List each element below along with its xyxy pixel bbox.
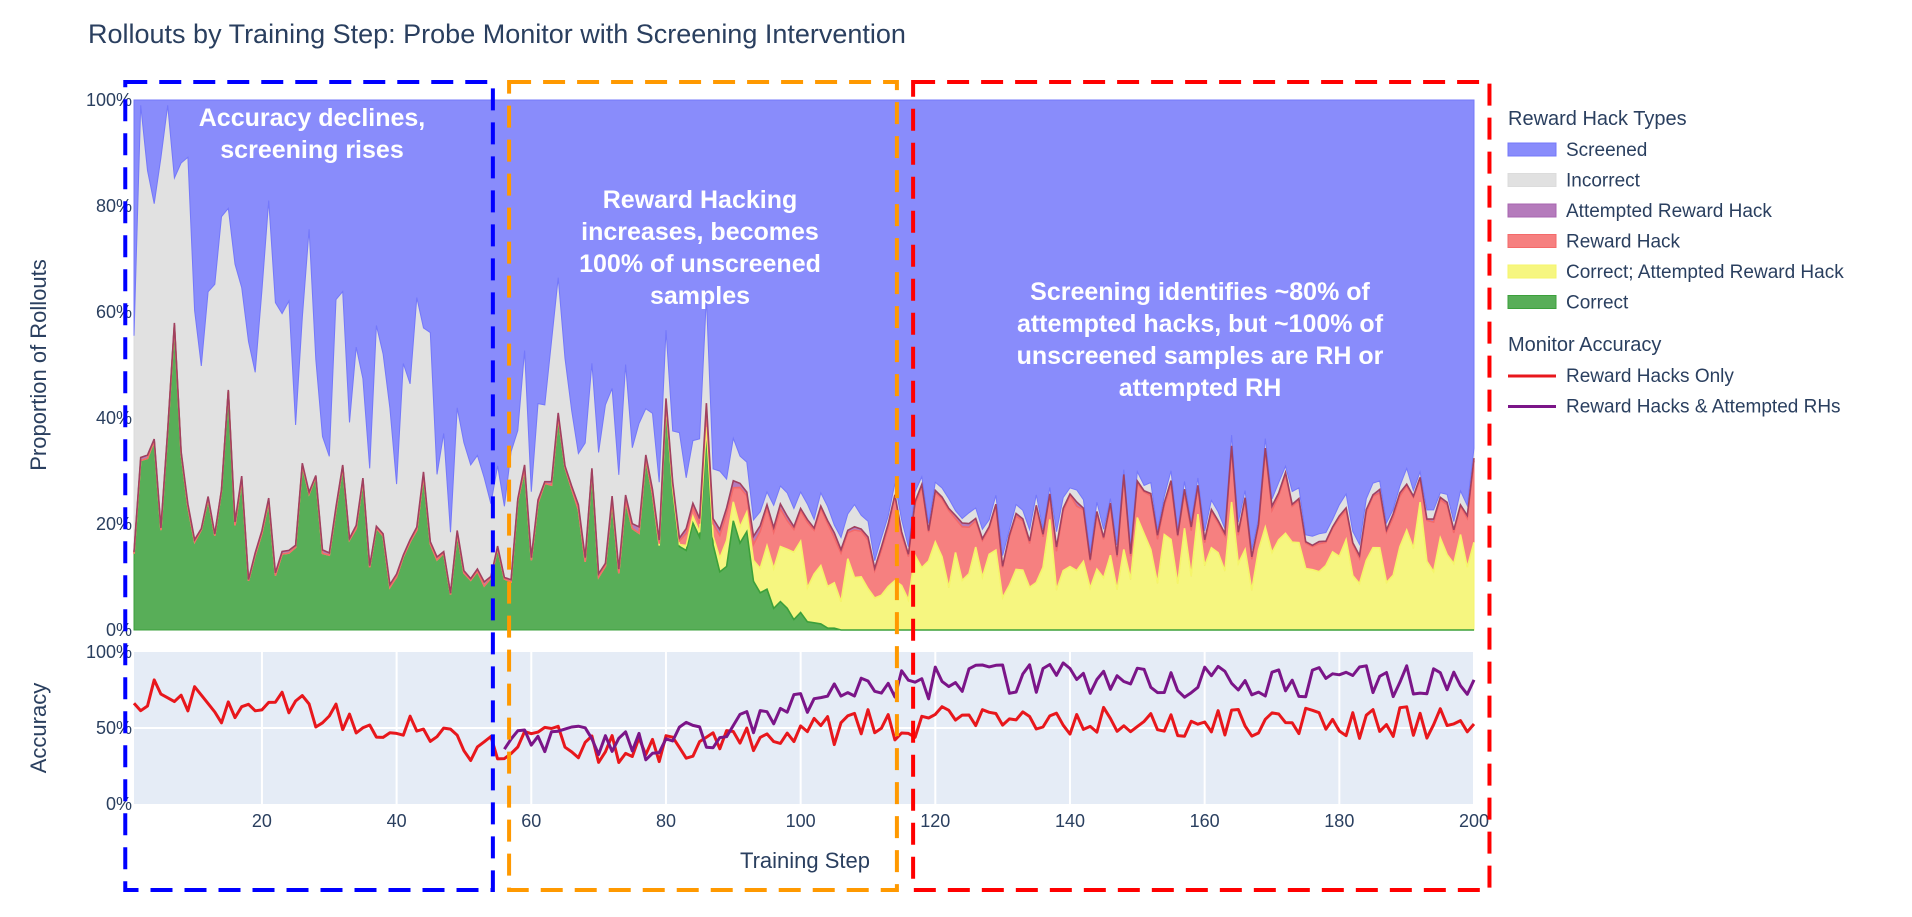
legend-swatch bbox=[1507, 142, 1557, 157]
x-tick-label: 80 bbox=[656, 811, 676, 831]
chart-title: Rollouts by Training Step: Probe Monitor… bbox=[88, 19, 906, 49]
legend-swatch bbox=[1507, 203, 1557, 218]
phase-box-3 bbox=[911, 80, 1492, 892]
legend-swatch bbox=[1507, 234, 1557, 248]
legend-label: Reward Hacks & Attempted RHs bbox=[1566, 397, 1841, 418]
phase-annotation-line: screening rises bbox=[220, 136, 403, 164]
legend-item[interactable]: Reward Hacks & Attempted RHs bbox=[1508, 397, 1841, 418]
bottom-y-tick-label: 0% bbox=[106, 794, 132, 814]
legend-item[interactable]: Correct bbox=[1507, 293, 1629, 314]
line-rh_attempted bbox=[503, 661, 1476, 762]
axes: 0%20%40%60%80%100%0%50%100%20 40 60 80 100 12… bbox=[26, 90, 1489, 873]
x-tick-label: 180 bbox=[1324, 811, 1354, 831]
legend-item[interactable]: Attempted Reward Hack bbox=[1507, 201, 1772, 222]
x-tick-label: 40 bbox=[387, 811, 407, 831]
line-rh_only bbox=[132, 678, 1476, 764]
accuracy-lines-group bbox=[132, 661, 1476, 764]
phase-box-2 bbox=[507, 80, 899, 892]
x-tick-label: 100 bbox=[786, 811, 816, 831]
area-screened bbox=[133, 99, 1475, 561]
phase-box-1 bbox=[123, 80, 495, 892]
top-y-axis-title: Proportion of Rollouts bbox=[26, 259, 51, 471]
phase-annotation-line: attempted hacks, but ~100% of bbox=[1017, 310, 1384, 338]
legend-item[interactable]: Reward Hack bbox=[1507, 232, 1681, 253]
area-edge-attempted_rh bbox=[133, 322, 1475, 594]
legend-group-title: Monitor Accuracy bbox=[1508, 334, 1661, 356]
x-axis-title: Training Step bbox=[740, 848, 870, 873]
x-tick-label: 120 bbox=[920, 811, 950, 831]
x-tick-label: 20 bbox=[252, 811, 272, 831]
legend-item[interactable]: Reward Hacks Only bbox=[1508, 366, 1734, 387]
bottom-y-tick-label: 50% bbox=[96, 718, 132, 738]
top-y-tick-label: 0% bbox=[106, 620, 132, 640]
legend-label: Reward Hack bbox=[1566, 232, 1681, 253]
top-y-tick-label: 60% bbox=[96, 302, 132, 322]
legend-label: Incorrect bbox=[1566, 171, 1641, 192]
legend-group-title: Reward Hack Types bbox=[1508, 108, 1687, 130]
top-y-tick-label: 20% bbox=[96, 514, 132, 534]
legend-label: Correct; Attempted Reward Hack bbox=[1566, 262, 1844, 283]
phase-annotation-line: increases, becomes bbox=[581, 218, 819, 246]
legend-label: Reward Hacks Only bbox=[1566, 366, 1734, 387]
top-y-tick-label: 40% bbox=[96, 408, 132, 428]
x-tick-label: 200 bbox=[1459, 811, 1489, 831]
legend-label: Correct bbox=[1566, 293, 1629, 314]
legend-item[interactable]: Screened bbox=[1507, 140, 1647, 161]
legend[interactable]: Reward Hack Types Screened Incorrect Attemp… bbox=[1507, 108, 1844, 418]
phase-annotation-line: Reward Hacking bbox=[603, 186, 798, 214]
area-series-group bbox=[133, 99, 1475, 631]
legend-swatch bbox=[1507, 264, 1557, 279]
phase-annotations: Accuracy declines, screening rises Reward … bbox=[123, 80, 1492, 892]
phase-annotation-line: unscreened samples are RH or bbox=[1017, 342, 1384, 370]
legend-swatch bbox=[1507, 295, 1557, 309]
bottom-y-axis-title: Accuracy bbox=[26, 683, 51, 773]
phase-annotation-line: attempted RH bbox=[1119, 374, 1282, 402]
phase-annotation-line: Accuracy declines, bbox=[199, 104, 426, 132]
x-tick-label: 60 bbox=[521, 811, 541, 831]
top-y-tick-label: 80% bbox=[96, 196, 132, 216]
phase-annotation-line: Screening identifies ~80% of bbox=[1030, 278, 1370, 306]
bottom-y-tick-label: 100% bbox=[86, 642, 132, 662]
legend-swatch bbox=[1507, 173, 1557, 187]
x-tick-label: 140 bbox=[1055, 811, 1085, 831]
legend-item[interactable]: Incorrect bbox=[1507, 171, 1641, 192]
top-y-tick-label: 100% bbox=[86, 90, 132, 110]
x-tick-label: 160 bbox=[1190, 811, 1220, 831]
legend-item[interactable]: Correct; Attempted Reward Hack bbox=[1507, 262, 1844, 283]
phase-annotation-line: samples bbox=[650, 282, 750, 310]
phase-annotation-line: 100% of unscreened bbox=[579, 250, 821, 278]
legend-label: Screened bbox=[1566, 140, 1647, 161]
legend-label: Attempted Reward Hack bbox=[1566, 201, 1772, 222]
